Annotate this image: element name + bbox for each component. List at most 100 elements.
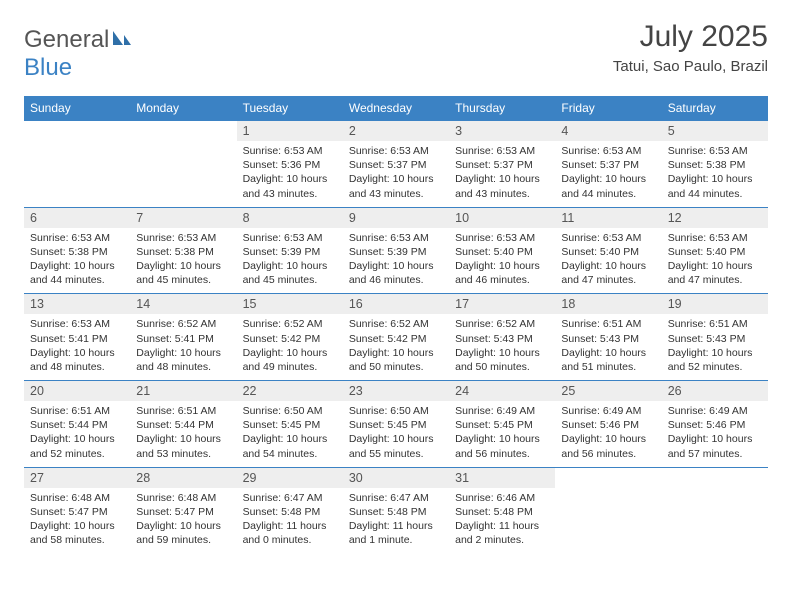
day-details: Sunrise: 6:52 AMSunset: 5:42 PMDaylight:… xyxy=(343,314,449,380)
day-content-cell: Sunrise: 6:49 AMSunset: 5:46 PMDaylight:… xyxy=(662,401,768,467)
day-number-cell: 17 xyxy=(449,294,555,315)
day-number-cell: 23 xyxy=(343,381,449,402)
day-number-cell: 3 xyxy=(449,121,555,142)
day-details: Sunrise: 6:47 AMSunset: 5:48 PMDaylight:… xyxy=(237,488,343,554)
day-details: Sunrise: 6:53 AMSunset: 5:37 PMDaylight:… xyxy=(555,141,661,207)
day-number-cell: 14 xyxy=(130,294,236,315)
day-number-cell xyxy=(130,121,236,142)
weekday-header: Sunday xyxy=(24,96,130,121)
day-details: Sunrise: 6:51 AMSunset: 5:44 PMDaylight:… xyxy=(24,401,130,467)
day-details: Sunrise: 6:47 AMSunset: 5:48 PMDaylight:… xyxy=(343,488,449,554)
day-number-row: 13141516171819 xyxy=(24,294,768,315)
day-number-cell: 7 xyxy=(130,207,236,228)
day-content-cell: Sunrise: 6:53 AMSunset: 5:39 PMDaylight:… xyxy=(343,228,449,294)
day-content-cell: Sunrise: 6:52 AMSunset: 5:41 PMDaylight:… xyxy=(130,314,236,380)
day-details: Sunrise: 6:49 AMSunset: 5:46 PMDaylight:… xyxy=(555,401,661,467)
day-number-cell: 18 xyxy=(555,294,661,315)
day-content-cell: Sunrise: 6:46 AMSunset: 5:48 PMDaylight:… xyxy=(449,488,555,554)
day-number-row: 20212223242526 xyxy=(24,381,768,402)
day-content-cell: Sunrise: 6:50 AMSunset: 5:45 PMDaylight:… xyxy=(237,401,343,467)
day-number-cell: 22 xyxy=(237,381,343,402)
day-content-cell: Sunrise: 6:53 AMSunset: 5:38 PMDaylight:… xyxy=(24,228,130,294)
day-content-cell: Sunrise: 6:48 AMSunset: 5:47 PMDaylight:… xyxy=(24,488,130,554)
day-number-cell: 16 xyxy=(343,294,449,315)
logo-text: General Blue xyxy=(24,26,133,82)
day-details: Sunrise: 6:53 AMSunset: 5:40 PMDaylight:… xyxy=(662,228,768,294)
day-content-row: Sunrise: 6:53 AMSunset: 5:41 PMDaylight:… xyxy=(24,314,768,380)
day-content-cell: Sunrise: 6:52 AMSunset: 5:43 PMDaylight:… xyxy=(449,314,555,380)
day-details: Sunrise: 6:53 AMSunset: 5:40 PMDaylight:… xyxy=(449,228,555,294)
day-details: Sunrise: 6:52 AMSunset: 5:41 PMDaylight:… xyxy=(130,314,236,380)
weekday-header-row: Sunday Monday Tuesday Wednesday Thursday… xyxy=(24,96,768,121)
day-content-row: Sunrise: 6:51 AMSunset: 5:44 PMDaylight:… xyxy=(24,401,768,467)
day-details: Sunrise: 6:48 AMSunset: 5:47 PMDaylight:… xyxy=(24,488,130,554)
day-number-cell: 25 xyxy=(555,381,661,402)
day-number-cell: 10 xyxy=(449,207,555,228)
day-number-cell xyxy=(662,467,768,488)
day-content-cell: Sunrise: 6:51 AMSunset: 5:43 PMDaylight:… xyxy=(662,314,768,380)
day-details: Sunrise: 6:53 AMSunset: 5:38 PMDaylight:… xyxy=(24,228,130,294)
day-details: Sunrise: 6:50 AMSunset: 5:45 PMDaylight:… xyxy=(343,401,449,467)
day-number-cell: 31 xyxy=(449,467,555,488)
day-details: Sunrise: 6:53 AMSunset: 5:36 PMDaylight:… xyxy=(237,141,343,207)
day-details: Sunrise: 6:49 AMSunset: 5:45 PMDaylight:… xyxy=(449,401,555,467)
day-content-cell: Sunrise: 6:53 AMSunset: 5:39 PMDaylight:… xyxy=(237,228,343,294)
day-content-cell: Sunrise: 6:53 AMSunset: 5:37 PMDaylight:… xyxy=(343,141,449,207)
day-number-cell: 21 xyxy=(130,381,236,402)
day-details: Sunrise: 6:51 AMSunset: 5:43 PMDaylight:… xyxy=(662,314,768,380)
day-details: Sunrise: 6:51 AMSunset: 5:43 PMDaylight:… xyxy=(555,314,661,380)
logo: General Blue xyxy=(24,26,133,82)
day-content-cell: Sunrise: 6:48 AMSunset: 5:47 PMDaylight:… xyxy=(130,488,236,554)
day-content-cell: Sunrise: 6:53 AMSunset: 5:38 PMDaylight:… xyxy=(662,141,768,207)
logo-sail-icon xyxy=(111,26,133,54)
day-number-cell: 27 xyxy=(24,467,130,488)
day-content-cell: Sunrise: 6:53 AMSunset: 5:37 PMDaylight:… xyxy=(449,141,555,207)
day-number-cell: 19 xyxy=(662,294,768,315)
day-number-cell xyxy=(555,467,661,488)
day-content-cell: Sunrise: 6:51 AMSunset: 5:43 PMDaylight:… xyxy=(555,314,661,380)
weekday-header: Thursday xyxy=(449,96,555,121)
day-content-cell: Sunrise: 6:52 AMSunset: 5:42 PMDaylight:… xyxy=(237,314,343,380)
day-number-cell: 2 xyxy=(343,121,449,142)
day-number-cell: 29 xyxy=(237,467,343,488)
day-number-cell: 12 xyxy=(662,207,768,228)
day-details: Sunrise: 6:53 AMSunset: 5:38 PMDaylight:… xyxy=(662,141,768,207)
location-subtitle: Tatui, Sao Paulo, Brazil xyxy=(613,58,768,75)
day-content-cell: Sunrise: 6:53 AMSunset: 5:40 PMDaylight:… xyxy=(662,228,768,294)
day-details: Sunrise: 6:51 AMSunset: 5:44 PMDaylight:… xyxy=(130,401,236,467)
day-details: Sunrise: 6:53 AMSunset: 5:37 PMDaylight:… xyxy=(343,141,449,207)
day-content-cell xyxy=(662,488,768,554)
day-number-cell: 24 xyxy=(449,381,555,402)
day-details: Sunrise: 6:46 AMSunset: 5:48 PMDaylight:… xyxy=(449,488,555,554)
day-number-cell: 9 xyxy=(343,207,449,228)
day-content-cell: Sunrise: 6:49 AMSunset: 5:46 PMDaylight:… xyxy=(555,401,661,467)
day-number-cell: 20 xyxy=(24,381,130,402)
day-details: Sunrise: 6:50 AMSunset: 5:45 PMDaylight:… xyxy=(237,401,343,467)
weekday-header: Friday xyxy=(555,96,661,121)
weekday-header: Wednesday xyxy=(343,96,449,121)
title-block: July 2025 Tatui, Sao Paulo, Brazil xyxy=(613,20,768,75)
day-content-cell xyxy=(130,141,236,207)
day-number-cell: 30 xyxy=(343,467,449,488)
day-details: Sunrise: 6:53 AMSunset: 5:38 PMDaylight:… xyxy=(130,228,236,294)
day-details: Sunrise: 6:52 AMSunset: 5:42 PMDaylight:… xyxy=(237,314,343,380)
weekday-header: Tuesday xyxy=(237,96,343,121)
day-content-cell: Sunrise: 6:53 AMSunset: 5:40 PMDaylight:… xyxy=(555,228,661,294)
page-title: July 2025 xyxy=(613,20,768,54)
day-details: Sunrise: 6:53 AMSunset: 5:39 PMDaylight:… xyxy=(343,228,449,294)
day-number-cell: 11 xyxy=(555,207,661,228)
day-content-cell: Sunrise: 6:50 AMSunset: 5:45 PMDaylight:… xyxy=(343,401,449,467)
header: General Blue July 2025 Tatui, Sao Paulo,… xyxy=(24,20,768,82)
day-number-cell: 15 xyxy=(237,294,343,315)
weekday-header: Saturday xyxy=(662,96,768,121)
calendar-body: 12345Sunrise: 6:53 AMSunset: 5:36 PMDayl… xyxy=(24,121,768,554)
day-number-cell: 28 xyxy=(130,467,236,488)
day-content-cell xyxy=(555,488,661,554)
day-content-cell: Sunrise: 6:53 AMSunset: 5:38 PMDaylight:… xyxy=(130,228,236,294)
day-number-cell: 4 xyxy=(555,121,661,142)
day-content-cell: Sunrise: 6:53 AMSunset: 5:36 PMDaylight:… xyxy=(237,141,343,207)
weekday-header: Monday xyxy=(130,96,236,121)
day-content-cell xyxy=(24,141,130,207)
day-number-cell: 26 xyxy=(662,381,768,402)
day-number-cell: 1 xyxy=(237,121,343,142)
